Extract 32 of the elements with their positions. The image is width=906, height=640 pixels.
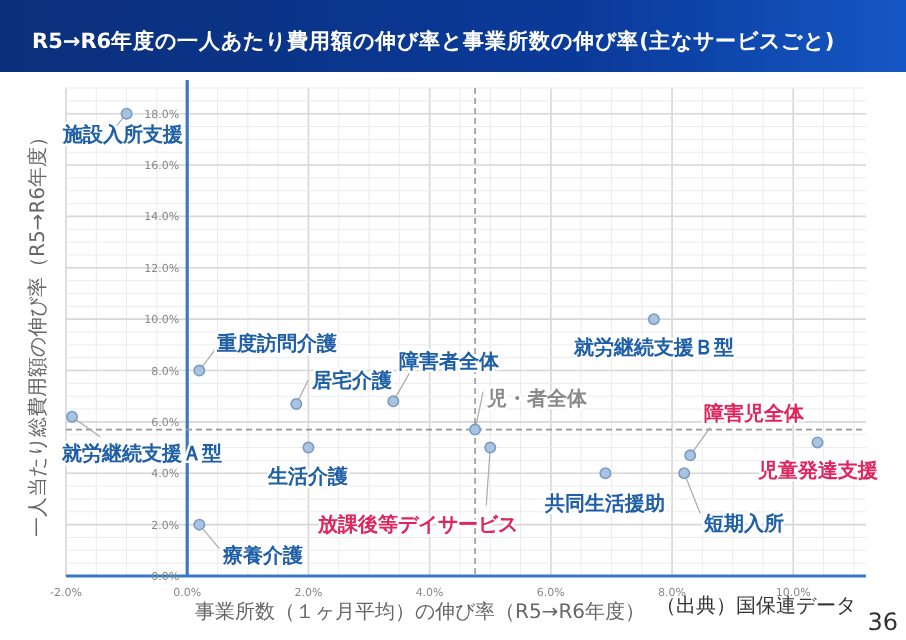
x-axis-title: 事業所数（１ヶ月平均）の伸び率（R5→R6年度）: [195, 600, 645, 624]
annotation: 児・者全体: [485, 386, 590, 411]
point: [120, 107, 133, 120]
annotation: 療養介護: [221, 543, 304, 568]
point: [193, 364, 206, 377]
point: [484, 441, 497, 454]
chart-title: R5→R6年度の一人あたり費用額の伸び率と事業所数の伸び率(主なサービスごと): [32, 28, 835, 54]
point: [469, 423, 482, 436]
annotation: 障害児全体: [704, 402, 807, 427]
annotation: 児童発達支援: [755, 459, 880, 484]
annotation: 居宅介護: [310, 368, 393, 393]
annotation: 重度訪問介護: [215, 331, 338, 356]
point: [302, 441, 315, 454]
point: [811, 436, 824, 449]
annotation: 障害者全体: [399, 350, 502, 375]
point: [599, 467, 612, 480]
annotation: 短期入所: [702, 512, 785, 537]
annotation: 施設入所支援: [60, 122, 185, 147]
annotation: 生活介護: [266, 464, 349, 489]
point: [684, 449, 697, 462]
point: [66, 410, 79, 423]
point: [290, 397, 303, 410]
point: [678, 467, 691, 480]
annotation: 就労継続支援Ｂ型: [571, 336, 734, 361]
annotation: 共同生活援助: [543, 492, 666, 517]
annotation: 放課後等デイサービス: [316, 512, 519, 537]
text: 36: [867, 608, 898, 636]
point: [193, 518, 206, 531]
point: [647, 313, 660, 326]
point: [387, 395, 400, 408]
y-axis-title: 一人当たり総費用額の伸び率（R5→R6年度）: [26, 127, 50, 537]
text: （出典）国保連データ: [656, 594, 856, 618]
